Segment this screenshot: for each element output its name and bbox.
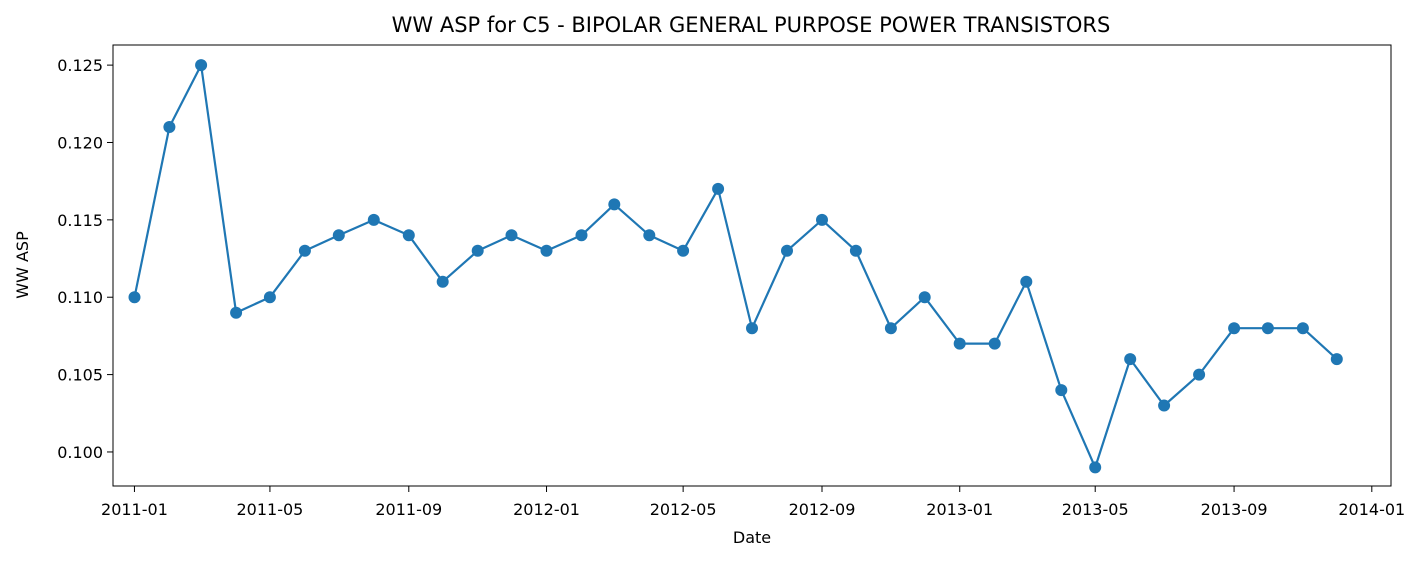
chart-title: WW ASP for C5 - BIPOLAR GENERAL PURPOSE … [392, 13, 1111, 37]
data-point [163, 121, 176, 133]
data-point [128, 291, 141, 304]
data-point [1089, 461, 1102, 474]
x-tick-label: 2012-01 [513, 500, 580, 519]
data-point [988, 337, 1001, 350]
y-tick-label: 0.125 [57, 56, 103, 75]
data-point [816, 213, 828, 226]
data-point [677, 244, 690, 257]
y-tick-label: 0.110 [57, 288, 103, 307]
x-tick-label: 2013-01 [926, 500, 993, 519]
x-tick-label: 2012-09 [789, 500, 856, 519]
x-tick-label: 2013-05 [1062, 500, 1129, 519]
data-point [1296, 322, 1309, 335]
data-point [746, 322, 758, 335]
data-point [402, 229, 415, 242]
x-tick-label: 2013-09 [1201, 500, 1268, 519]
data-point [1193, 368, 1206, 381]
x-tick-label: 2014-01 [1338, 500, 1405, 519]
axes-frame [112, 44, 1392, 487]
data-point [953, 337, 966, 350]
data-point [540, 244, 553, 257]
data-point [367, 213, 380, 226]
y-tick-label: 0.120 [57, 133, 103, 152]
data-point [712, 182, 725, 195]
data-point [436, 275, 449, 288]
data-point [849, 244, 862, 257]
x-axis-label: Date [733, 528, 771, 547]
data-point [505, 229, 518, 242]
x-axis: 2011-01 2011-05 2011-09 2012-01 2012-05 2012-… [101, 486, 1405, 519]
data-point [1124, 353, 1137, 366]
data-point [781, 244, 793, 257]
data-point [1158, 399, 1171, 412]
data-point [1055, 384, 1068, 397]
data-point [230, 306, 243, 319]
data-point [471, 244, 484, 257]
data-point [263, 291, 276, 304]
data-point [1261, 322, 1274, 335]
y-tick-label: 0.100 [57, 443, 103, 462]
data-point [884, 322, 897, 335]
data-point [575, 229, 588, 242]
data-point [643, 229, 656, 242]
x-tick-label: 2011-05 [236, 500, 303, 519]
data-point [608, 198, 621, 211]
x-tick-label: 2011-09 [375, 500, 442, 519]
series-markers [128, 59, 1343, 474]
data-point [1020, 275, 1033, 288]
data-point [195, 59, 208, 72]
y-tick-label: 0.115 [57, 211, 103, 230]
series-line [133, 63, 1338, 469]
x-tick-label: 2011-01 [101, 500, 168, 519]
y-axis-label: WW ASP [13, 231, 32, 299]
data-point [332, 229, 345, 242]
data-point [918, 291, 931, 304]
y-axis: 0.100 0.105 0.110 0.115 0.120 0.125 [57, 56, 113, 462]
data-point [298, 244, 311, 257]
y-tick-label: 0.105 [57, 366, 103, 385]
data-point [1228, 322, 1241, 335]
x-tick-label: 2012-05 [650, 500, 717, 519]
data-point [1330, 353, 1343, 366]
